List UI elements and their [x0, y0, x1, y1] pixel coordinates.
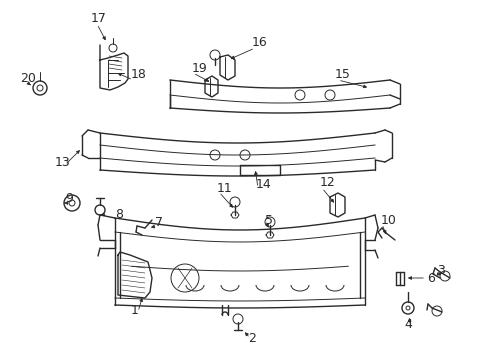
Text: 8: 8 [115, 208, 123, 221]
Text: 7: 7 [155, 216, 163, 229]
Text: 14: 14 [256, 179, 271, 192]
Text: 4: 4 [403, 319, 411, 332]
Text: 12: 12 [319, 176, 335, 189]
Text: 15: 15 [334, 68, 350, 81]
Text: 10: 10 [380, 213, 396, 226]
Text: 19: 19 [192, 62, 207, 75]
Text: 13: 13 [55, 156, 71, 168]
Text: 2: 2 [247, 332, 255, 345]
Text: 1: 1 [131, 303, 139, 316]
Text: 11: 11 [217, 181, 232, 194]
Text: 9: 9 [65, 192, 73, 204]
Text: 17: 17 [91, 12, 107, 24]
Text: 16: 16 [251, 36, 267, 49]
Text: 6: 6 [426, 271, 434, 284]
Text: 5: 5 [264, 213, 272, 226]
Text: 3: 3 [436, 264, 444, 276]
Text: 18: 18 [131, 68, 146, 81]
Text: 20: 20 [20, 72, 36, 85]
